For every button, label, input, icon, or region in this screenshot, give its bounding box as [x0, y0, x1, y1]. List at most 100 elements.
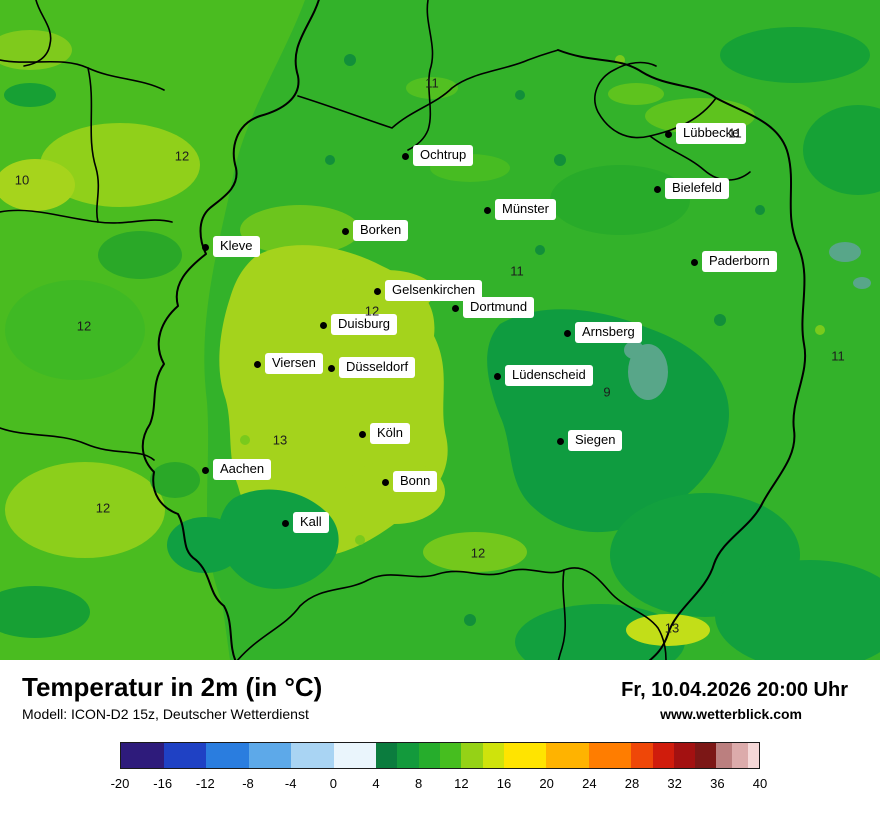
city-label: Kleve [213, 236, 260, 257]
city-dot [665, 131, 672, 138]
legend-tick-label: 20 [539, 776, 554, 791]
legend-segment [461, 743, 483, 768]
city-dot [342, 228, 349, 235]
page-title: Temperatur in 2m (in °C) [22, 672, 323, 702]
legend-tick-label: -16 [153, 776, 173, 791]
legend-tick-label: 8 [415, 776, 423, 791]
temperature-labels-layer: 11 11 12 10 11 12 12 11 9 13 12 12 13 [14, 75, 845, 636]
city-dot [484, 207, 491, 214]
region-borders [0, 0, 807, 660]
temperature-value: 12 [174, 148, 190, 164]
legend-tick-label: 28 [624, 776, 640, 791]
city-label: Aachen [213, 459, 272, 480]
city-label: Duisburg [331, 314, 398, 335]
legend-segment [546, 743, 589, 768]
city-dot [382, 479, 389, 486]
city-label: Düsseldorf [339, 357, 416, 378]
temperature-value: 11 [728, 125, 742, 141]
legend-tick-label: 36 [710, 776, 725, 791]
city-label: Gelsenkirchen [385, 280, 483, 301]
legend-segment [439, 743, 462, 768]
map-canvas [0, 0, 880, 660]
temperature-value: 13 [664, 620, 680, 636]
legend-segment [206, 743, 249, 768]
legend-ticks: -20 -16 -12 -8 -4 0 4 8 12 16 20 24 28 32 36 40 [111, 776, 768, 793]
legend-segment [163, 743, 207, 768]
city-dot [557, 438, 564, 445]
city-dot [202, 467, 209, 474]
city-label: Bonn [393, 471, 438, 492]
legend-segment [503, 743, 547, 768]
legend-segment [716, 743, 733, 768]
legend-segment [652, 743, 674, 768]
temperature-value: 11 [831, 348, 845, 364]
info-panel: Temperatur in 2m (in °C) Fr, 10.04.2026 … [0, 660, 880, 830]
legend-segment [482, 743, 504, 768]
legend-tick-label: 32 [667, 776, 682, 791]
city-dot [452, 305, 459, 312]
legend-segment [121, 743, 164, 768]
city-label: Siegen [568, 430, 623, 451]
city-dot [494, 373, 501, 380]
legend-segment [695, 743, 717, 768]
map-regions [0, 0, 880, 660]
temperature-legend: -20 -16 -12 -8 -4 0 4 8 12 16 20 24 28 32 36 40 [111, 742, 768, 793]
city-dot [654, 186, 661, 193]
city-label: Arnsberg [575, 322, 642, 343]
temperature-map: Ochtrup Lübbecke Bielefeld Münster Borken Kle… [0, 0, 880, 660]
city-dot [254, 361, 261, 368]
legend-segment [588, 743, 632, 768]
forecast-datetime: Fr, 10.04.2026 20:00 Uhr [621, 679, 848, 701]
city-label: Ochtrup [413, 145, 474, 166]
legend-segment [333, 743, 377, 768]
legend-tick-label: 40 [752, 776, 768, 791]
city-label: Viersen [265, 353, 323, 374]
city-dot [282, 520, 289, 527]
legend-tick-label: 4 [372, 776, 380, 791]
city-dot [359, 431, 366, 438]
temperature-value: 12 [470, 545, 486, 561]
legend-segment [418, 743, 440, 768]
temperature-value: 10 [14, 172, 30, 188]
legend-tick-label: -20 [110, 776, 130, 791]
legend-segment [376, 743, 398, 768]
temperature-value: 12 [364, 303, 380, 319]
legend-segment [248, 743, 292, 768]
website-label: www.wetterblick.com [660, 706, 802, 722]
legend-segment [732, 743, 749, 768]
temperature-value: 9 [603, 384, 611, 400]
city-dot [202, 244, 209, 251]
temperature-value: 11 [425, 75, 439, 91]
legend-segment [291, 743, 334, 768]
legend-tick-label: -8 [242, 776, 254, 791]
city-label: Borken [353, 220, 409, 241]
legend-tick-label: 0 [329, 776, 337, 791]
city-dot [374, 288, 381, 295]
legend-segment [673, 743, 696, 768]
city-dot [320, 322, 327, 329]
city-dot [564, 330, 571, 337]
legend-tick-label: -12 [195, 776, 215, 791]
legend-tick-label: 12 [454, 776, 469, 791]
city-label: Bielefeld [665, 178, 729, 199]
city-label: Münster [495, 199, 556, 220]
temperature-value: 11 [510, 263, 524, 279]
model-info: Modell: ICON-D2 15z, Deutscher Wetterdie… [22, 706, 309, 722]
legend-tick-label: 16 [496, 776, 512, 791]
city-label: Köln [370, 423, 411, 444]
city-label: Lübbecke [676, 123, 747, 144]
legend-segment [397, 743, 419, 768]
city-label: Dortmund [463, 297, 535, 318]
legend-segment [631, 743, 653, 768]
temperature-value: 12 [76, 318, 92, 334]
legend-tick-label: 24 [582, 776, 597, 791]
city-dot [328, 365, 335, 372]
city-label: Lüdenscheid [505, 365, 593, 386]
temperature-value: 12 [95, 500, 111, 516]
city-label: Paderborn [702, 251, 777, 272]
legend-tick-label: -4 [284, 776, 297, 791]
legend-colorbar [120, 742, 760, 769]
legend-segment [748, 743, 759, 768]
city-label: Kall [293, 512, 329, 533]
